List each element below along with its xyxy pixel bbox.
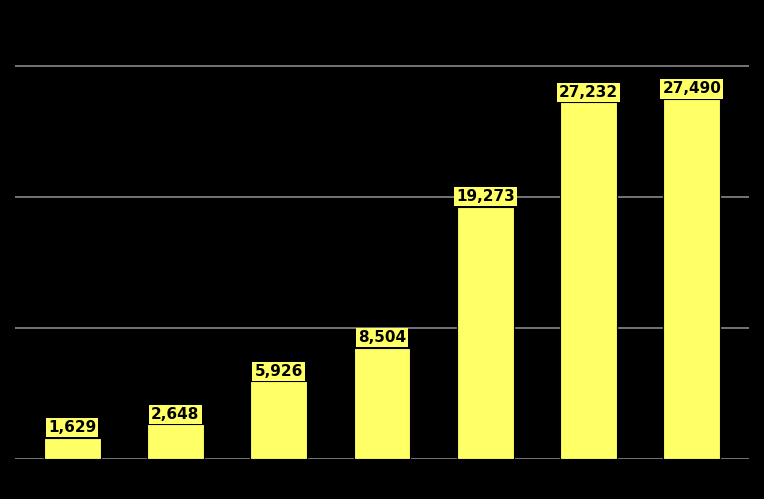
- Bar: [457, 207, 513, 459]
- Bar: [44, 438, 101, 459]
- Text: 8,504: 8,504: [358, 330, 406, 345]
- Text: 2,648: 2,648: [151, 407, 199, 422]
- Bar: [354, 348, 410, 459]
- Text: 1,629: 1,629: [48, 420, 96, 435]
- Bar: [560, 102, 617, 459]
- Text: 5,926: 5,926: [254, 364, 303, 379]
- Text: 19,273: 19,273: [456, 189, 515, 204]
- Bar: [147, 424, 204, 459]
- Bar: [251, 381, 307, 459]
- Bar: [663, 99, 720, 459]
- Text: 27,232: 27,232: [559, 85, 618, 100]
- Text: 27,490: 27,490: [662, 81, 721, 96]
